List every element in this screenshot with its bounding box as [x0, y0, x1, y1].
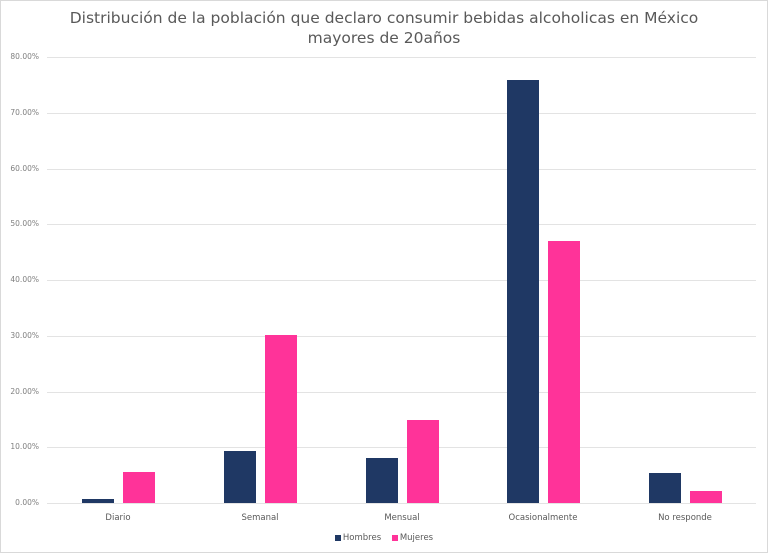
bar-hombres-semanal — [224, 451, 256, 503]
x-tick-label: Mensual — [384, 513, 420, 523]
bar-hombres-no-responde — [649, 473, 681, 503]
gridline — [47, 503, 756, 504]
chart-title-line-2: mayores de 20años — [307, 29, 461, 47]
legend-item-mujeres: Mujeres — [391, 532, 434, 544]
y-tick-label: 20.00% — [10, 387, 39, 396]
bar-hombres-mensual — [366, 458, 398, 503]
gridline — [47, 113, 756, 114]
chart-title-line-1: Distribución de la población que declaro… — [69, 9, 699, 27]
gridline — [47, 57, 756, 58]
gridline — [47, 280, 756, 281]
gridline — [47, 169, 756, 170]
y-tick-label: 0.00% — [15, 498, 39, 507]
bar-hombres-diario — [82, 499, 114, 503]
legend: Hombres Mujeres — [0, 532, 768, 545]
y-tick-label: 80.00% — [10, 52, 39, 61]
y-tick-label: 40.00% — [10, 275, 39, 284]
legend-swatch-mujeres — [391, 535, 398, 541]
legend-label-mujeres: Mujeres — [399, 533, 434, 543]
legend-item-hombres: Hombres — [334, 532, 382, 544]
y-tick-label: 70.00% — [10, 108, 39, 117]
x-tick-label: Diario — [105, 513, 131, 523]
y-tick-label: 30.00% — [10, 331, 39, 340]
legend-swatch-hombres — [334, 535, 341, 541]
bar-mujeres-ocasionalmente — [548, 241, 580, 503]
bar-mujeres-no-responde — [690, 491, 722, 503]
gridline — [47, 224, 756, 225]
x-tick-label: Ocasionalmente — [508, 513, 578, 523]
y-tick-label: 50.00% — [10, 219, 39, 228]
bar-mujeres-mensual — [407, 420, 439, 503]
legend-label-hombres: Hombres — [342, 533, 382, 543]
gridline — [47, 336, 756, 337]
gridline — [47, 447, 756, 448]
y-tick-label: 60.00% — [10, 164, 39, 173]
bar-mujeres-diario — [123, 472, 155, 503]
x-tick-label: No responde — [658, 513, 712, 523]
bar-hombres-ocasionalmente — [507, 80, 539, 503]
y-tick-label: 10.00% — [10, 442, 39, 451]
gridline — [47, 392, 756, 393]
x-tick-label: Semanal — [241, 513, 279, 523]
chart-title: Distribución de la población que declaro… — [0, 8, 768, 48]
bar-mujeres-semanal — [265, 335, 297, 503]
